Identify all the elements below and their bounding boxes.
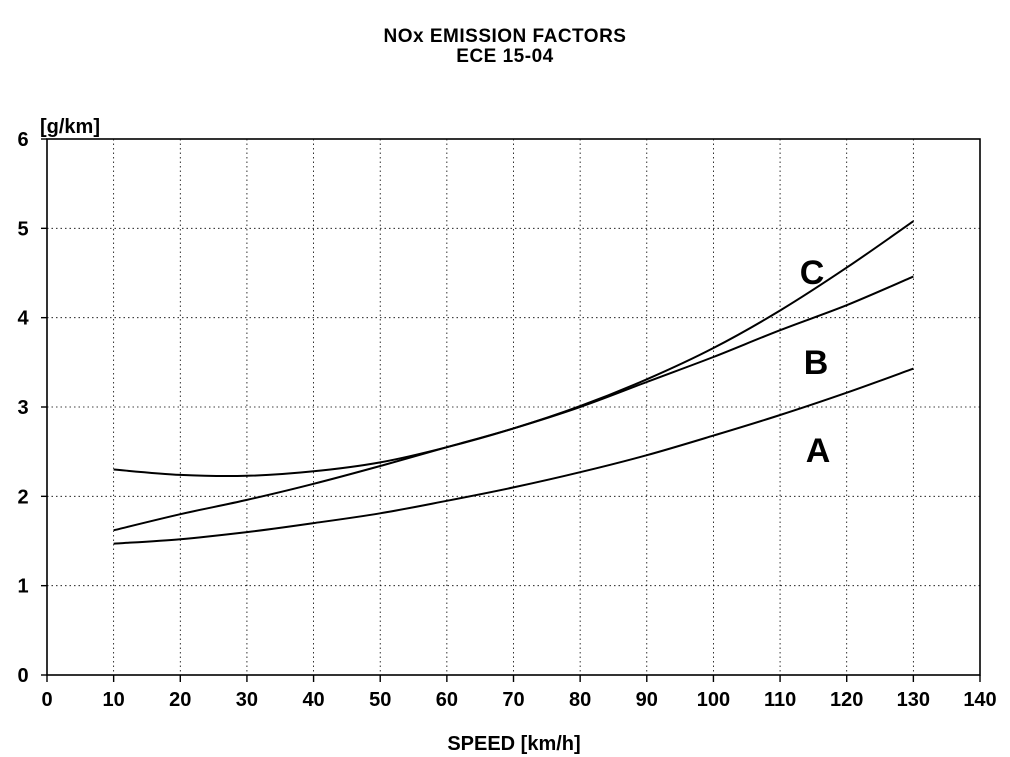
series-label-c: C (800, 254, 825, 292)
series-label-b: B (804, 344, 829, 382)
series-label-a: A (806, 432, 831, 470)
series-line-c (113, 220, 914, 478)
x-tick-label: 130 (897, 689, 930, 711)
x-tick-label: 50 (369, 689, 391, 711)
x-tick-label: 70 (502, 689, 524, 711)
tick-layer: 0 10 20 30 40 50 60 70 80 90 100 110 120 130 140 0 1 2 3 4 5… (17, 129, 996, 711)
x-tick-label: 40 (302, 689, 324, 711)
x-tick-label: 100 (697, 689, 730, 711)
y-tick-label: 6 (17, 129, 28, 151)
x-tick-label: 0 (41, 689, 52, 711)
y-tick-label: 4 (17, 308, 29, 330)
chart-title: NOx EMISSION FACTORS (383, 26, 627, 47)
y-axis-label: [g/km] (40, 116, 100, 138)
x-tick-label: 20 (169, 689, 191, 711)
x-tick-label: 120 (830, 689, 863, 711)
y-tick-label: 1 (17, 576, 28, 598)
x-tick-label: 110 (764, 689, 796, 711)
x-tick-label: 60 (436, 689, 458, 711)
series-layer: A B C (113, 220, 914, 545)
x-tick-label: 10 (103, 689, 125, 711)
y-tick-label: 5 (17, 218, 28, 240)
chart-subtitle: ECE 15-04 (456, 46, 554, 67)
y-tick-label: 3 (17, 397, 28, 419)
x-tick-label: 140 (963, 689, 996, 711)
x-tick-label: 80 (569, 689, 591, 711)
x-tick-label: 90 (636, 689, 658, 711)
y-tick-label: 2 (17, 486, 28, 508)
y-tick-label: 0 (17, 665, 28, 687)
series-line-a (113, 367, 914, 545)
x-tick-label: 30 (236, 689, 258, 711)
x-axis-label: SPEED [km/h] (447, 733, 580, 755)
grid-layer (47, 139, 980, 675)
